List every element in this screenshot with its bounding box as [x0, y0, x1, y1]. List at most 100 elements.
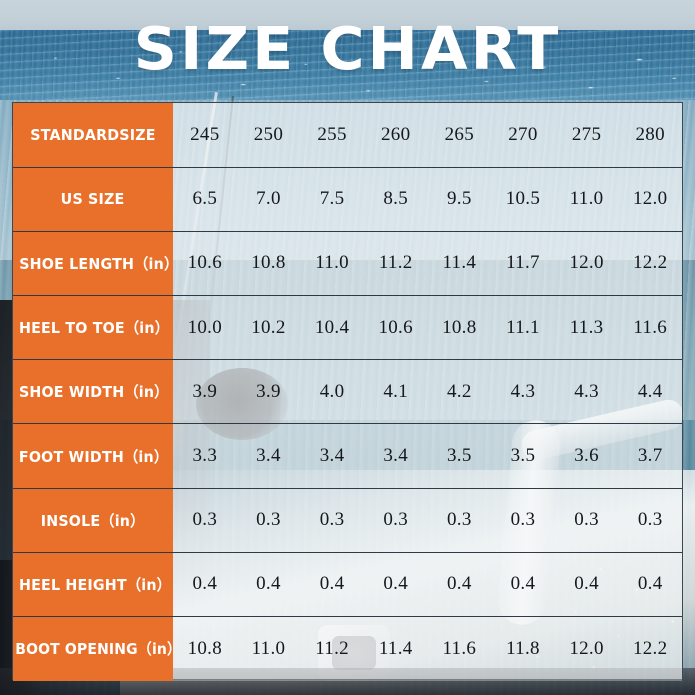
table-row: FOOT WIDTH（in） 3.3 3.4 3.4 3.4 3.5 3.5 3.6 3.7	[13, 423, 682, 489]
table-cell: 3.7	[618, 423, 682, 489]
table-cell: 11.0	[236, 615, 301, 681]
row-header-label: INSOLE（in）	[41, 511, 145, 530]
table-cell: 10.8	[173, 615, 237, 681]
table-cell: 250	[236, 103, 301, 168]
table-cell: 4.3	[554, 359, 619, 424]
table-cell: 0.4	[427, 551, 492, 617]
table-cell: 11.4	[427, 230, 492, 296]
table-cell: 11.6	[618, 295, 682, 360]
table-row: SHOE LENGTH（in） 10.6 10.8 11.0 11.2 11.4 11.7 1…	[13, 230, 682, 296]
table-row: BOOT OPENING（in） 10.8 11.0 11.2 11.4 11.6 11.8…	[13, 615, 682, 681]
table-row: US SIZE 6.5 7.0 7.5 8.5 9.5 10.5 11.0 12.0	[13, 166, 682, 232]
table-cell: 0.4	[173, 551, 237, 617]
table-cell: 265	[427, 103, 492, 168]
table-cell: 3.6	[554, 423, 619, 489]
row-header-cell: STANDARDSIZE	[13, 103, 173, 168]
table-cell: 10.6	[363, 295, 428, 360]
row-header-cell: FOOT WIDTH（in）	[13, 423, 173, 489]
table-cell: 10.4	[300, 295, 364, 360]
table-row: SHOE WIDTH（in） 3.9 3.9 4.0 4.1 4.2 4.3 4.3 4.4	[13, 359, 682, 424]
row-header-label: SHOE LENGTH（in）	[19, 254, 179, 273]
row-header-cell: HEEL TO TOE（in）	[13, 295, 173, 360]
table-cell: 4.0	[300, 359, 364, 424]
table-cell: 260	[363, 103, 428, 168]
table-cell: 11.8	[491, 615, 555, 681]
table-cell: 11.1	[491, 295, 555, 360]
table-row: HEEL TO TOE（in） 10.0 10.2 10.4 10.6 10.8 11.1 1…	[13, 295, 682, 360]
table-cell: 3.9	[173, 359, 237, 424]
table-cell: 3.5	[491, 423, 555, 489]
table-cell: 280	[618, 103, 682, 168]
row-header-label: BOOT OPENING（in）	[15, 640, 182, 659]
table-row: STANDARDSIZE 245 250 255 260 265 270 275 280	[13, 103, 682, 168]
table-cell: 10.2	[236, 295, 301, 360]
table-cell: 0.4	[491, 551, 555, 617]
table-cell: 3.5	[427, 423, 492, 489]
table-cell: 10.5	[491, 166, 555, 232]
table-cell: 12.2	[618, 615, 682, 681]
table-cell: 11.2	[363, 230, 428, 296]
table-cell: 10.8	[236, 230, 301, 296]
row-header-label: HEEL HEIGHT（in）	[19, 575, 172, 594]
size-chart-table-container: STANDARDSIZE 245 250 255 260 265 270 275 280 US S…	[12, 102, 683, 681]
row-header-cell: SHOE WIDTH（in）	[13, 359, 173, 424]
row-header-label: FOOT WIDTH（in）	[18, 447, 169, 466]
table-cell: 10.0	[173, 295, 237, 360]
table-cell: 9.5	[427, 166, 492, 232]
table-cell: 3.4	[300, 423, 364, 489]
table-cell: 0.3	[363, 487, 428, 553]
table-cell: 4.4	[618, 359, 682, 424]
table-cell: 4.3	[491, 359, 555, 424]
table-cell: 11.7	[491, 230, 555, 296]
page-title: SIZE CHART	[133, 14, 562, 83]
size-chart-table: STANDARDSIZE 245 250 255 260 265 270 275 280 US S…	[13, 103, 682, 681]
table-cell: 0.3	[554, 487, 619, 553]
table-cell: 275	[554, 103, 619, 168]
sky-region	[0, 0, 695, 34]
row-header-label: STANDARDSIZE	[30, 125, 156, 144]
table-cell: 255	[300, 103, 364, 168]
row-header-label: HEEL TO TOE（in）	[18, 319, 170, 338]
table-cell: 3.4	[236, 423, 301, 489]
table-row: HEEL HEIGHT（in） 0.4 0.4 0.4 0.4 0.4 0.4 0.4 0.4	[13, 551, 682, 617]
table-cell: 0.3	[618, 487, 682, 553]
row-header-label: SHOE WIDTH（in）	[18, 383, 169, 402]
table-cell: 0.4	[300, 551, 364, 617]
table-cell: 0.3	[491, 487, 555, 553]
table-cell: 0.4	[554, 551, 619, 617]
table-cell: 4.1	[363, 359, 428, 424]
table-cell: 12.2	[618, 230, 682, 296]
table-cell: 0.4	[236, 551, 301, 617]
table-cell: 0.3	[236, 487, 301, 553]
table-cell: 270	[491, 103, 555, 168]
row-header-label: US SIZE	[61, 190, 125, 209]
table-cell: 7.5	[300, 166, 364, 232]
table-cell: 3.9	[236, 359, 301, 424]
table-cell: 6.5	[173, 166, 237, 232]
row-header-cell: US SIZE	[13, 166, 173, 232]
table-cell: 10.8	[427, 295, 492, 360]
table-cell: 3.3	[173, 423, 237, 489]
row-header-cell: SHOE LENGTH（in）	[13, 230, 178, 296]
row-header-cell: INSOLE（in）	[13, 487, 173, 553]
table-cell: 12.0	[618, 166, 682, 232]
table-cell: 3.4	[363, 423, 428, 489]
table-cell: 0.4	[618, 551, 682, 617]
table-cell: 11.4	[363, 615, 428, 681]
table-cell: 11.6	[427, 615, 492, 681]
ocean-sparkle	[0, 30, 695, 108]
table-cell: 11.3	[554, 295, 619, 360]
table-row: INSOLE（in） 0.3 0.3 0.3 0.3 0.3 0.3 0.3 0.3	[13, 487, 682, 553]
table-cell: 10.6	[173, 230, 237, 296]
table-cell: 0.3	[427, 487, 492, 553]
table-cell: 12.0	[554, 615, 619, 681]
table-cell: 11.2	[300, 615, 364, 681]
size-chart-body: STANDARDSIZE 245 250 255 260 265 270 275 280 US S…	[13, 103, 682, 681]
table-cell: 12.0	[554, 230, 619, 296]
row-header-cell: BOOT OPENING（in）	[13, 615, 181, 681]
table-cell: 0.3	[173, 487, 237, 553]
row-header-cell: HEEL HEIGHT（in）	[13, 551, 173, 617]
table-cell: 245	[173, 103, 237, 168]
table-cell: 0.3	[300, 487, 364, 553]
